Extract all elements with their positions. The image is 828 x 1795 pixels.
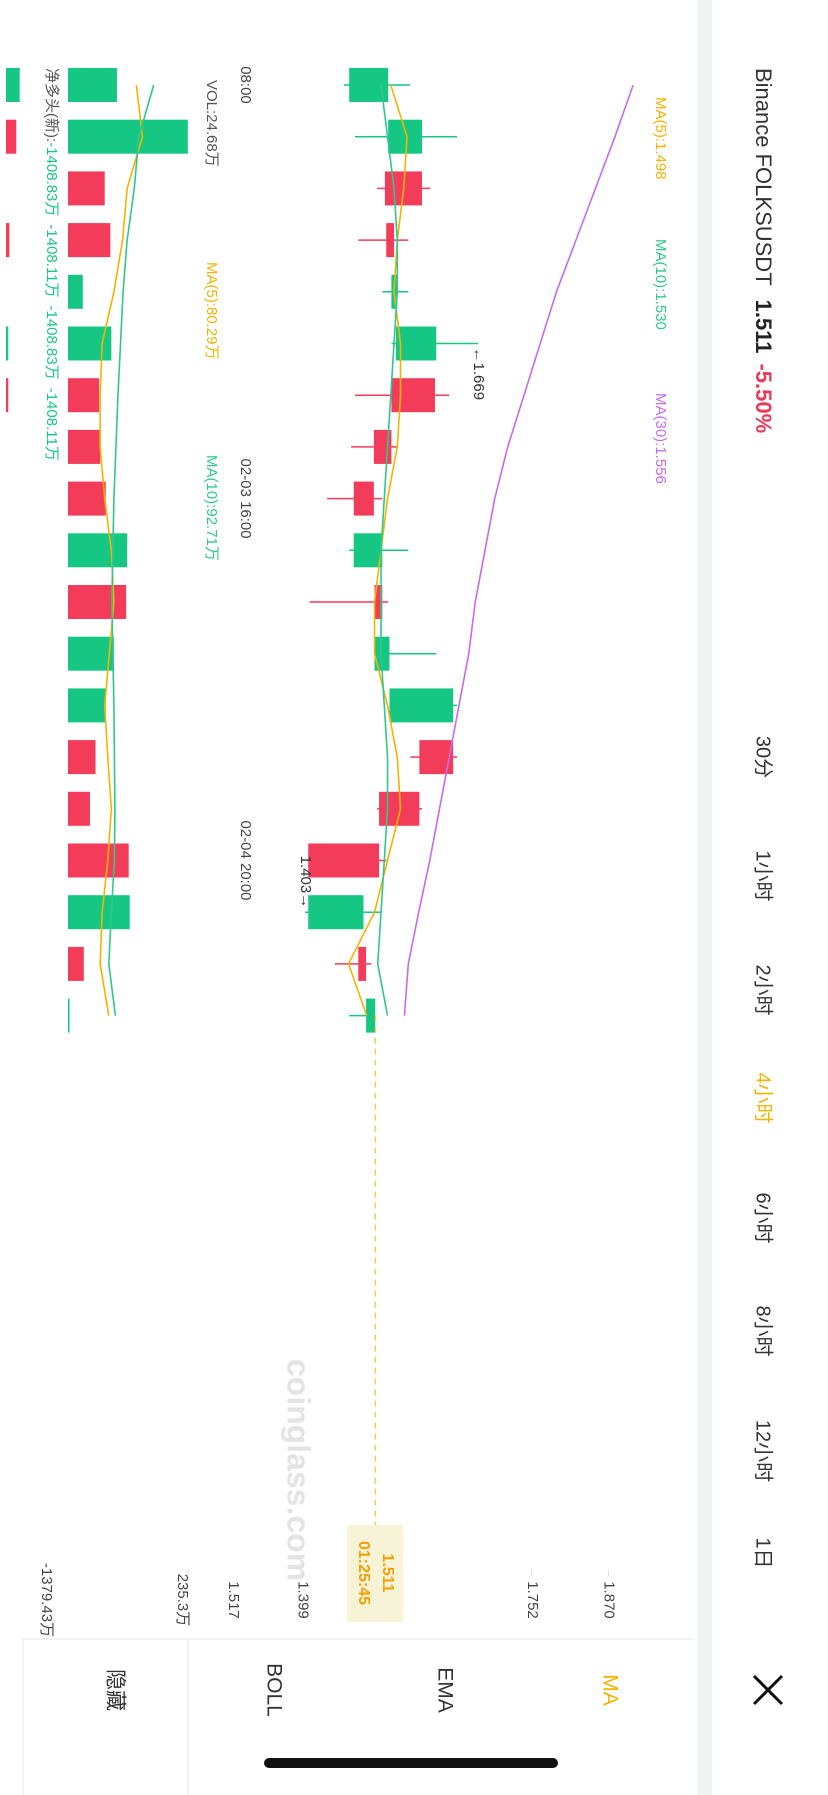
interval-tab[interactable]: 4小时 <box>752 1072 775 1123</box>
pair: Binance FOLKSUSDT <box>751 68 776 286</box>
net-long-value: -1408.83万 <box>43 142 60 216</box>
ma-legend: MA(30):1.556 <box>652 393 669 484</box>
volume-bar <box>67 740 96 775</box>
candle-body <box>389 688 454 723</box>
volume-bar <box>68 326 112 361</box>
candle-body <box>358 946 367 981</box>
volume-bar <box>67 895 130 930</box>
ma-legend: MA(10):1.530 <box>652 239 669 330</box>
interval-tab[interactable]: 1日 <box>752 1537 774 1568</box>
indicator-menu-item[interactable]: 隐藏 <box>103 1669 126 1711</box>
volume-legend: VOL:24.68万 <box>203 80 220 167</box>
interval-tab[interactable]: 2小时 <box>752 964 775 1015</box>
net-long-value: -1408.11万 <box>43 224 60 297</box>
volume-bar <box>67 378 100 413</box>
home-indicator <box>264 1758 558 1768</box>
volume-bar <box>67 533 128 568</box>
change: -5.50% <box>751 363 776 433</box>
volume-bar <box>67 223 111 258</box>
volume-bar <box>68 636 114 671</box>
net-long-bar <box>5 326 9 361</box>
y-tick-label: 1.399 <box>294 1581 311 1619</box>
ma-line <box>376 84 399 1016</box>
volume-bar <box>68 585 127 619</box>
candle-body <box>379 791 420 826</box>
last-price-tag <box>347 1525 404 1622</box>
interval-tab[interactable]: 1小时 <box>752 850 775 901</box>
volume-ma-legend: MA(10):92.71万 <box>203 455 220 561</box>
volume-ma-line <box>107 84 155 1016</box>
price: 1.511 <box>751 300 776 354</box>
interval-tab[interactable]: 6小时 <box>752 1192 775 1243</box>
interval-tab[interactable]: 30分 <box>752 736 775 778</box>
volume-bar <box>67 843 129 878</box>
x-tick-label: 08:00 <box>237 66 254 104</box>
volume-bar <box>67 119 188 154</box>
close-icon <box>752 1674 784 1706</box>
y-tick-label: 1.752 <box>524 1581 541 1619</box>
volume-top-label: 1.517 <box>225 1581 242 1619</box>
net-long-legend: 净多头(新):-1408.83万-1408.11万-1408.83万-1408.… <box>43 68 60 461</box>
candle-body <box>366 998 376 1033</box>
candle-body <box>374 636 390 671</box>
net-long-value: -1408.83万 <box>43 306 60 380</box>
interval-tab[interactable]: 8小时 <box>752 1305 775 1356</box>
net-long-bar <box>5 119 17 154</box>
volume-bar <box>67 791 90 826</box>
x-tick-label: 02-03 16:00 <box>237 459 254 539</box>
candle-body <box>353 481 374 516</box>
candle-body <box>395 326 437 361</box>
ma-line <box>403 84 634 1016</box>
net-long-value: -1408.11万 <box>43 388 60 461</box>
net-long-name: 净多头(新): <box>43 68 60 142</box>
candle-body <box>419 740 454 775</box>
candle-body <box>308 895 364 930</box>
net-long-bar <box>6 223 10 258</box>
max-annotation: ←1.669 <box>470 348 487 401</box>
ma-legend: MA(5):1.498 <box>652 97 669 180</box>
y-tick-label: 1.870 <box>600 1581 617 1619</box>
net-long-bar <box>5 378 9 413</box>
net-long-axis-label: -1379.43万 <box>38 1563 55 1637</box>
candle-body <box>391 378 435 413</box>
volume-bar <box>67 274 83 309</box>
indicator-menu-item[interactable]: MA <box>598 1674 621 1706</box>
volume-tick-label: 235.3万 <box>174 1574 191 1627</box>
min-annotation: 1.403→ <box>297 856 314 909</box>
indicator-menu-item[interactable]: EMA <box>433 1667 456 1713</box>
volume-bar <box>68 946 84 981</box>
divider-strip <box>697 0 712 1795</box>
countdown-label: 01:25:45 <box>355 1541 372 1605</box>
volume-bar <box>67 171 105 206</box>
candle-body <box>388 119 422 154</box>
volume-ma-legend: MA(5):80.29万 <box>203 262 220 360</box>
candle-body <box>349 68 389 102</box>
candle-body <box>386 223 395 258</box>
candle-body <box>353 533 383 568</box>
volume-bar <box>68 429 101 464</box>
volume-bar <box>68 998 70 1033</box>
indicator-menu-item[interactable]: BOLL <box>262 1663 285 1717</box>
volume-bar <box>68 481 106 516</box>
close-button[interactable] <box>752 1674 784 1706</box>
net-long-bar <box>6 68 20 102</box>
volume-bar <box>68 688 106 723</box>
last-price-label: 1.511 <box>379 1553 396 1592</box>
watermark: coinglass.com <box>281 1359 317 1581</box>
volume-bar <box>68 68 117 102</box>
interval-tab[interactable]: 12小时 <box>752 1420 775 1482</box>
candle-body <box>308 843 380 878</box>
header: Binance FOLKSUSDT 1.511 -5.50% <box>751 68 776 433</box>
volume-ma-line <box>99 84 144 1016</box>
x-tick-label: 02-04 20:00 <box>237 820 254 900</box>
